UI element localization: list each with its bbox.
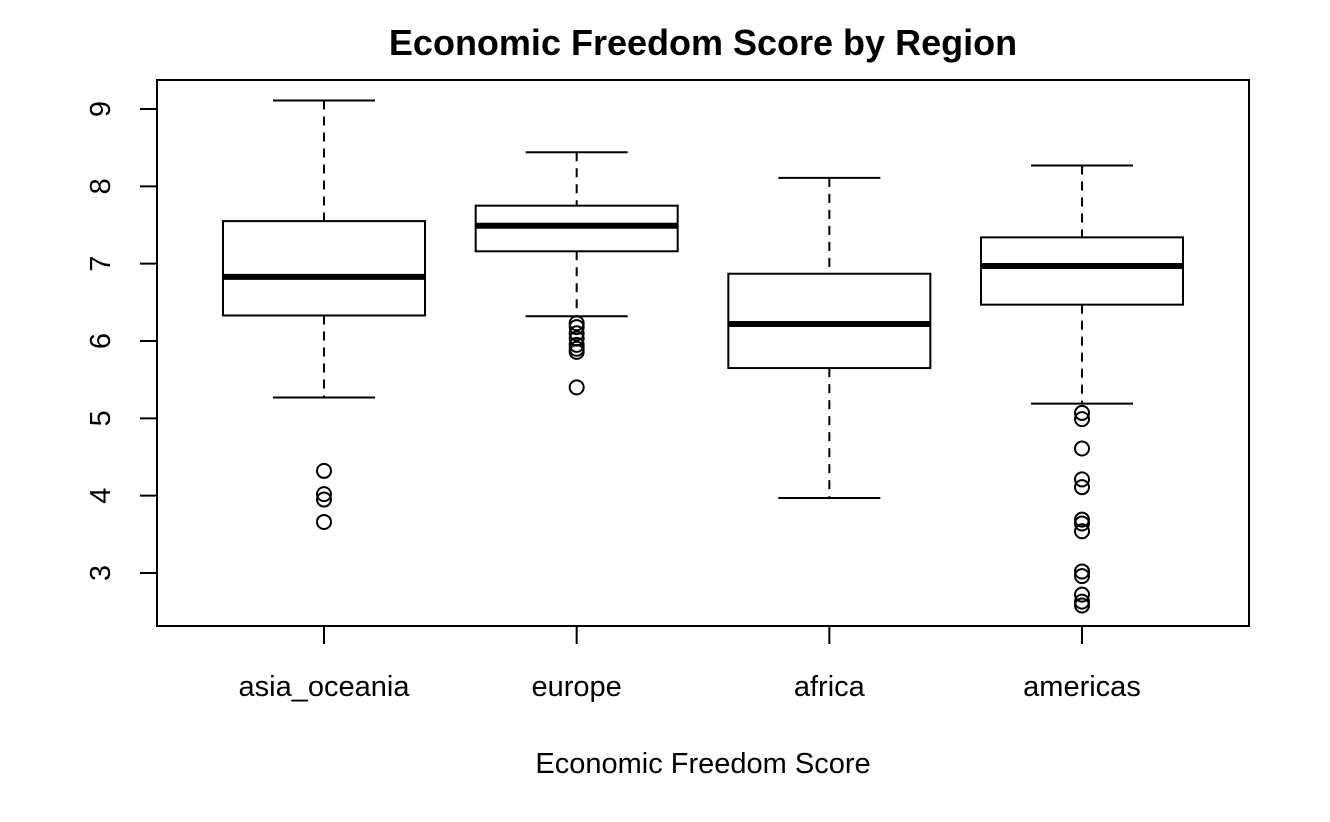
x-axis-label: Economic Freedom Score [535, 748, 870, 780]
outlier-point [568, 379, 585, 396]
outlier-point [1074, 563, 1091, 580]
y-tick-label: 5 [85, 410, 117, 426]
outlier-point [1074, 479, 1091, 496]
outlier-point [568, 343, 585, 360]
outlier-point [1074, 586, 1091, 603]
iqr-box [222, 220, 426, 317]
y-tick-label: 8 [85, 178, 117, 194]
box-americas [980, 164, 1185, 614]
x-tick-label: asia_oceania [239, 671, 411, 703]
x-tick-label: americas [1023, 671, 1141, 703]
outlier-point [1074, 597, 1091, 614]
outlier-point [568, 325, 585, 342]
chart-title: Economic Freedom Score by Region [389, 22, 1017, 63]
x-tick-label: africa [794, 671, 866, 703]
iqr-box [980, 236, 1185, 306]
outlier-point [1074, 411, 1091, 428]
outlier-point [1074, 515, 1091, 532]
outlier-point [316, 486, 332, 503]
y-axis: 3 4 5 6 7 8 9 [85, 101, 157, 581]
outlier-point [316, 491, 332, 508]
box-group [222, 99, 1185, 614]
y-tick-label: 4 [85, 488, 117, 504]
outlier-point [1074, 523, 1091, 540]
box-europe [474, 151, 679, 396]
outlier-point [568, 319, 585, 336]
outlier-point [1074, 568, 1091, 585]
x-tick-label: europe [532, 671, 622, 703]
y-tick-label: 7 [85, 256, 117, 272]
iqr-box [727, 272, 932, 370]
box-asia_oceania [222, 99, 426, 530]
x-axis: asia_oceania europe africa americas [239, 626, 1141, 703]
box-africa [727, 176, 932, 499]
outlier-point [316, 513, 332, 530]
outlier-point [1074, 471, 1091, 488]
y-tick-label: 3 [85, 565, 117, 581]
outlier-point [316, 462, 332, 479]
outlier-point [1074, 440, 1091, 457]
outlier-point [1074, 404, 1091, 421]
y-tick-label: 9 [85, 101, 117, 117]
plot-frame [156, 79, 1250, 627]
y-tick-label: 6 [85, 333, 117, 349]
